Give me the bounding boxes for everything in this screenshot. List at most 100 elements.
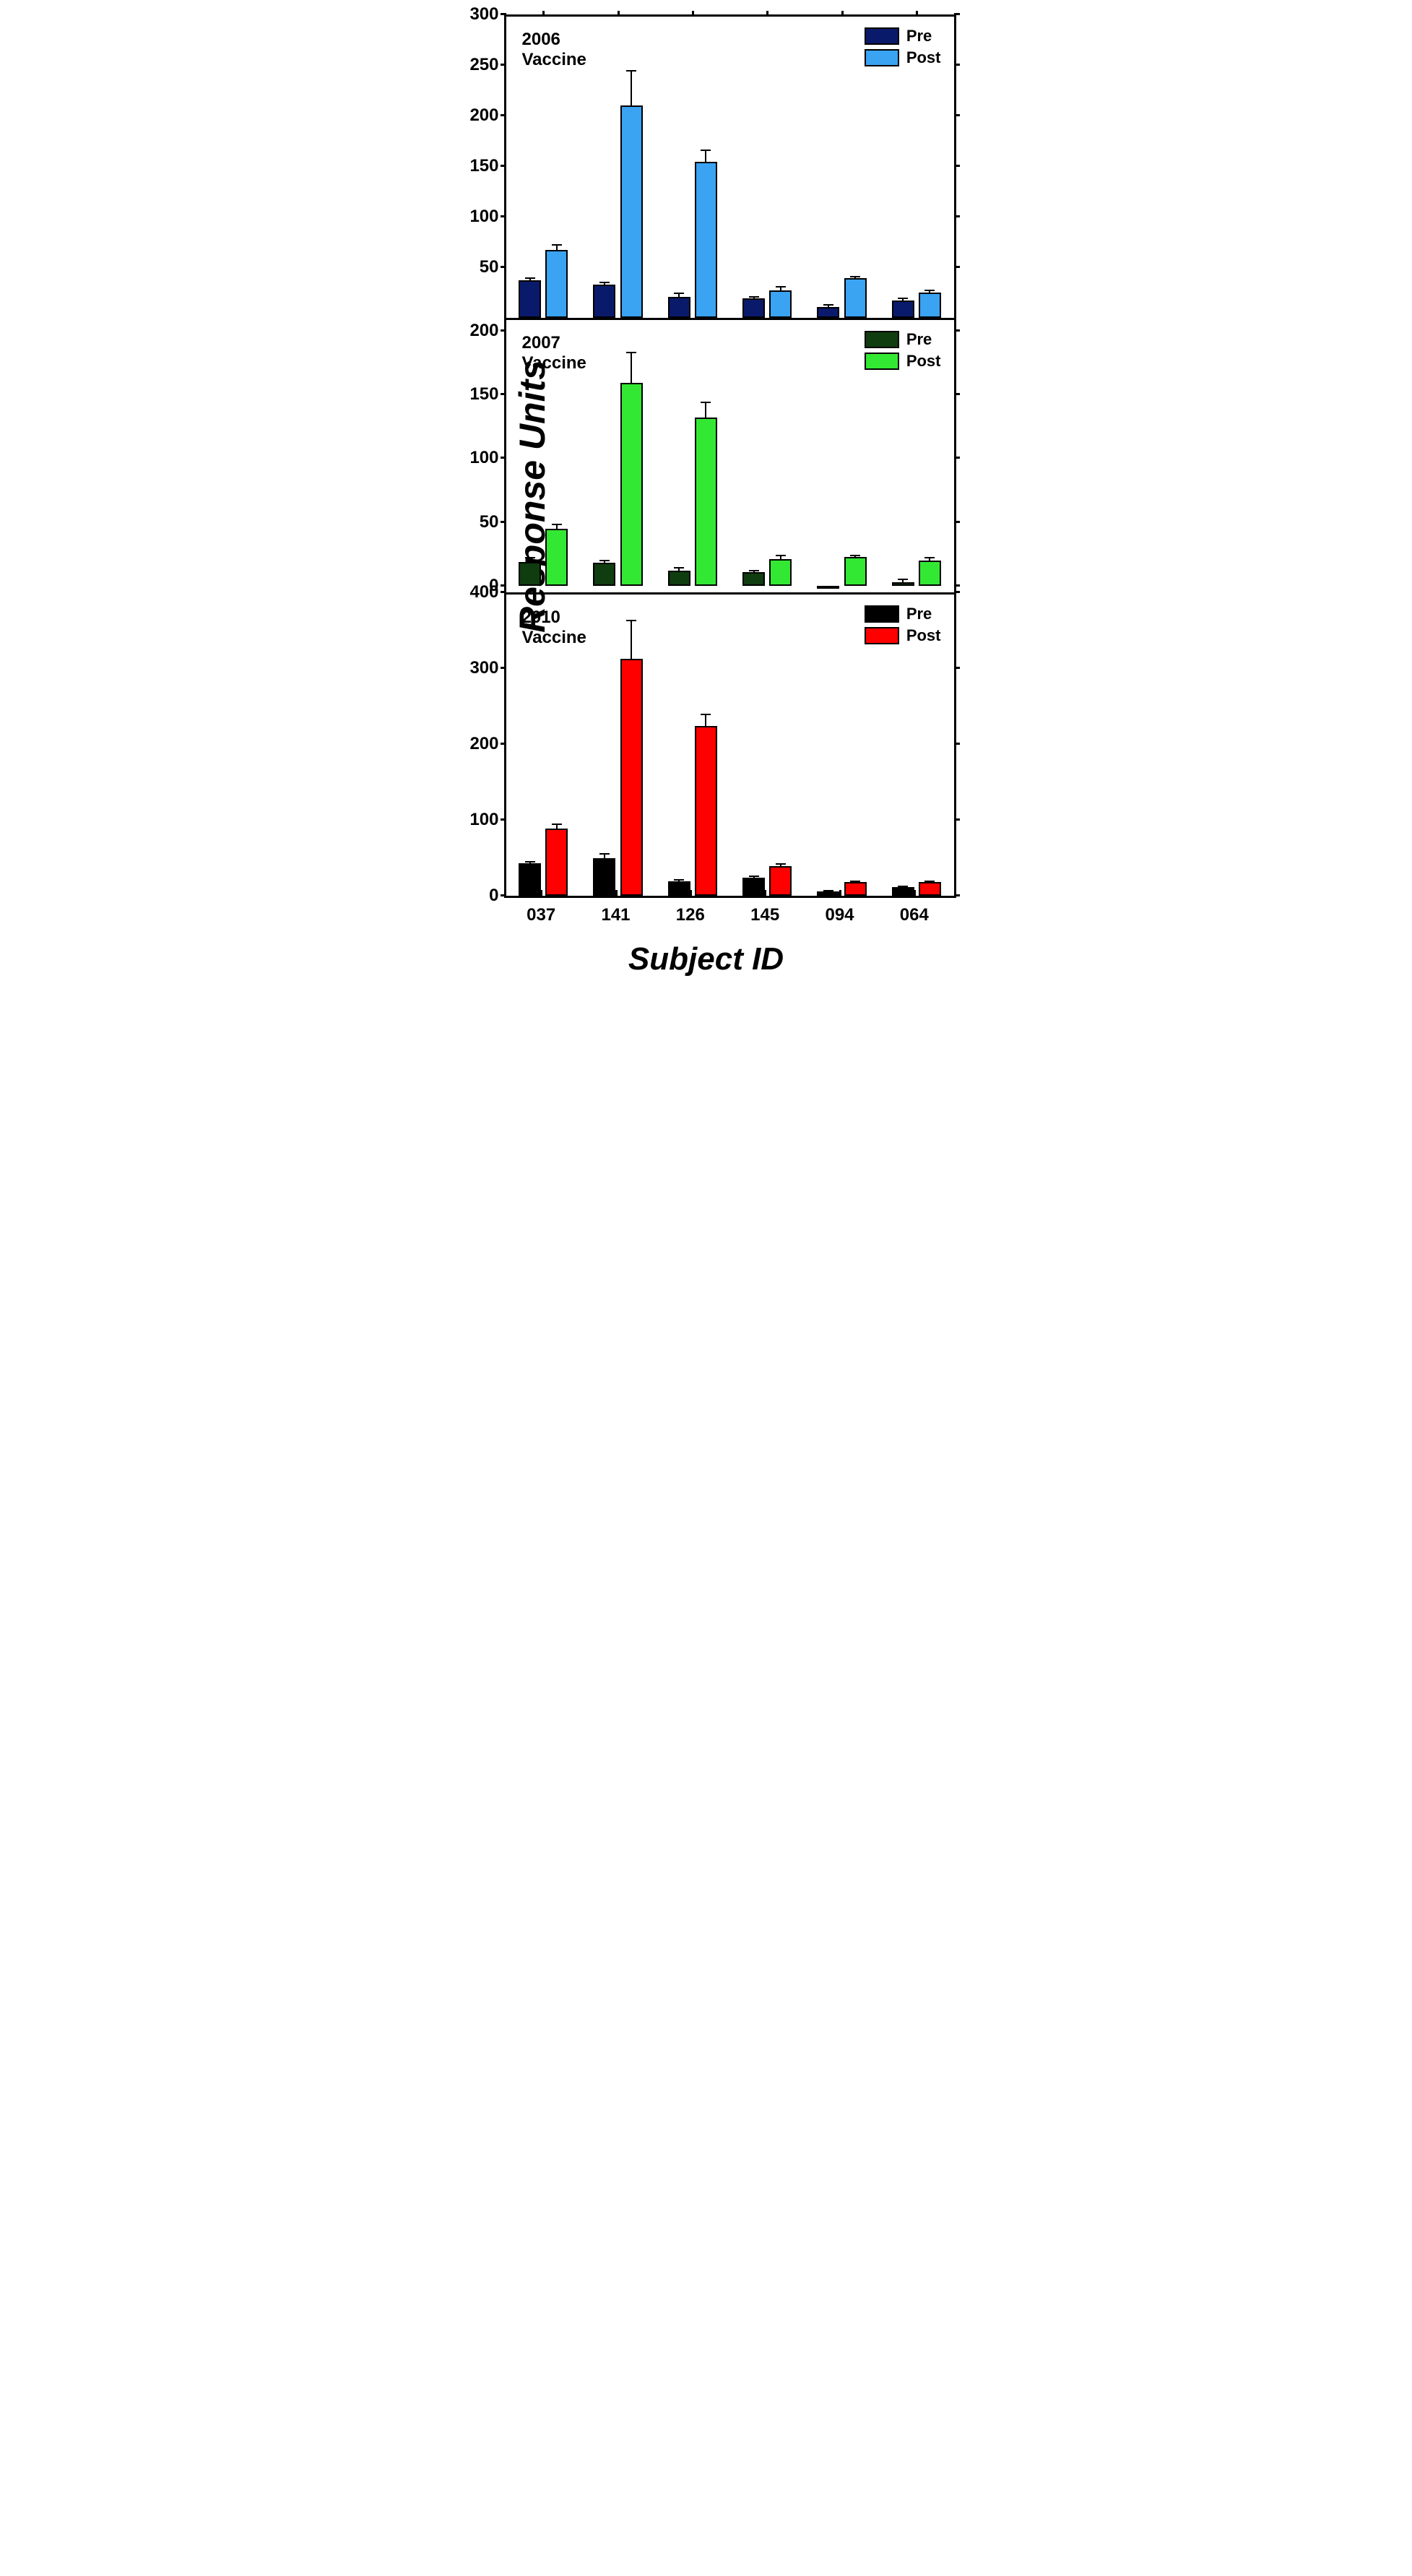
error-bar: [631, 621, 632, 660]
legend-row-post: Post: [865, 626, 941, 645]
legend-label: Pre: [906, 27, 932, 46]
ytick-label: 400: [469, 582, 498, 602]
ytick-label: 150: [469, 156, 498, 176]
ytick-label: 200: [469, 734, 498, 754]
legend-label: Post: [906, 48, 941, 67]
bar-post: [844, 882, 867, 896]
ytick-label: 50: [480, 257, 499, 277]
legend-row-post: Post: [865, 48, 941, 67]
error-cap: [552, 824, 562, 825]
error-cap: [626, 352, 636, 353]
bar-post: [620, 659, 643, 896]
ytick-label: 200: [469, 105, 498, 126]
error-cap: [674, 567, 684, 569]
error-cap: [749, 296, 759, 298]
legend-swatch: [865, 605, 899, 623]
error-cap: [599, 853, 610, 855]
bar-post: [844, 557, 867, 587]
bar-pre: [668, 571, 690, 586]
ytick-label: 100: [469, 810, 498, 830]
bar-pre: [742, 878, 765, 896]
xtick-label: 141: [601, 905, 630, 925]
legend-label: Pre: [906, 605, 932, 623]
ytick-label: 300: [469, 658, 498, 678]
error-bar: [705, 714, 706, 726]
error-cap: [898, 886, 908, 887]
legend: Pre Post: [865, 330, 941, 373]
bar-post: [695, 418, 717, 586]
legend-row-pre: Pre: [865, 27, 941, 46]
error-cap: [898, 298, 908, 299]
ytick-label: 50: [480, 512, 499, 532]
bar-post: [769, 559, 792, 586]
error-cap: [525, 861, 535, 863]
panel-2010: 01002003004002010VaccinePrePost: [506, 595, 954, 898]
error-cap: [674, 293, 684, 294]
legend: Pre Post: [865, 27, 941, 70]
bar-pre: [892, 301, 914, 318]
bar-post: [620, 105, 643, 318]
x-ticks-row: 037 141 126 145 094 064: [504, 898, 952, 933]
vaccine-response-figure: Response Units 501001502002503002006Vacc…: [432, 14, 981, 977]
bar-pre: [742, 298, 765, 318]
bar-pre: [817, 307, 839, 318]
xtick-mark: [839, 890, 841, 896]
legend-swatch: [865, 353, 899, 370]
legend-label: Post: [906, 352, 941, 371]
xtick-label: 037: [527, 905, 555, 925]
ytick-label: 100: [469, 207, 498, 227]
bar-post: [919, 293, 941, 318]
legend-label: Post: [906, 626, 941, 645]
error-cap: [823, 587, 833, 588]
ytick-label: 300: [469, 4, 498, 25]
xtick-label: 126: [676, 905, 705, 925]
error-cap: [776, 555, 786, 556]
legend-row-pre: Pre: [865, 330, 941, 349]
error-bar: [631, 71, 632, 105]
xtick-mark: [914, 890, 916, 896]
legend-swatch: [865, 627, 899, 644]
ytick-label: 100: [469, 448, 498, 468]
error-bar: [705, 402, 706, 418]
error-cap: [552, 524, 562, 525]
xtick-label: 094: [825, 905, 854, 925]
legend-row-post: Post: [865, 352, 941, 371]
error-cap: [525, 277, 535, 279]
error-cap: [924, 557, 935, 558]
error-cap: [626, 70, 636, 72]
bar-pre: [593, 858, 615, 896]
x-axis-label: Subject ID: [432, 941, 981, 977]
bar-pre: [892, 582, 914, 586]
legend-swatch: [865, 331, 899, 348]
bar-post: [695, 726, 717, 896]
panels-container: 501001502002503002006VaccinePrePost05010…: [504, 14, 956, 898]
ytick-label: 0: [489, 886, 498, 906]
error-cap: [924, 290, 935, 291]
legend: Pre Post: [865, 605, 941, 648]
bar-post: [695, 162, 717, 318]
bar-pre: [593, 563, 615, 586]
error-cap: [525, 557, 535, 558]
xtick-mark: [540, 890, 542, 896]
error-cap: [898, 579, 908, 580]
bar-pre: [593, 285, 615, 318]
bar-pre: [519, 863, 541, 896]
error-cap: [599, 282, 610, 283]
error-cap: [749, 876, 759, 877]
xtick-mark: [615, 890, 618, 896]
panel-2006: 501001502002503002006VaccinePrePost: [506, 17, 954, 320]
xtick-label: 064: [900, 905, 929, 925]
ytick-label: 200: [469, 321, 498, 341]
error-cap: [701, 402, 711, 403]
error-cap: [674, 879, 684, 881]
bar-post: [844, 278, 867, 318]
error-bar: [631, 353, 632, 383]
error-cap: [823, 890, 833, 891]
legend-label: Pre: [906, 330, 932, 349]
legend-swatch: [865, 49, 899, 66]
bar-pre: [892, 887, 914, 896]
xtick-label: 145: [750, 905, 779, 925]
error-cap: [924, 881, 935, 882]
error-cap: [599, 560, 610, 561]
bar-pre: [519, 562, 541, 587]
